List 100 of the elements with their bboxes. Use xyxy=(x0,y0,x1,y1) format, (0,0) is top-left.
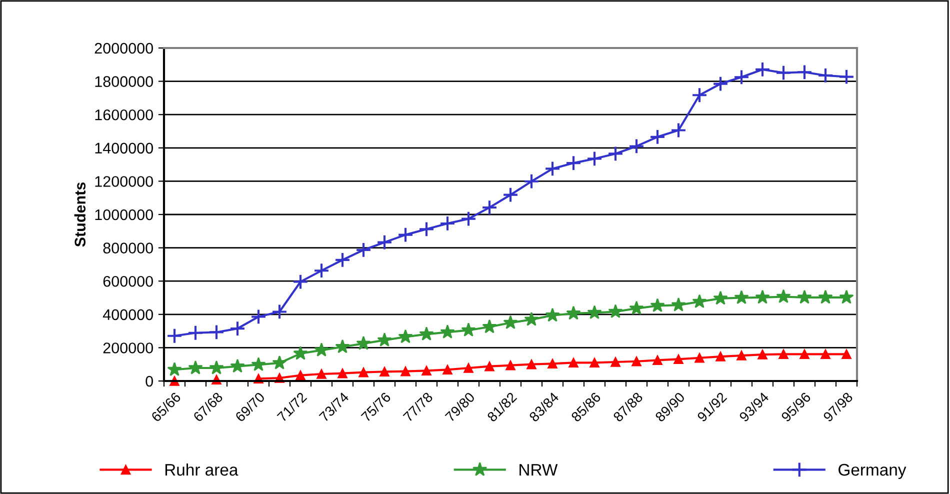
point xyxy=(758,350,768,360)
point xyxy=(544,160,560,177)
point xyxy=(671,297,686,312)
point xyxy=(418,221,434,238)
point xyxy=(692,294,707,308)
y-tick-label: 800000 xyxy=(103,242,153,254)
point xyxy=(692,87,708,104)
point xyxy=(440,324,455,339)
point xyxy=(713,290,728,305)
point xyxy=(338,368,348,378)
point xyxy=(440,216,456,232)
point xyxy=(608,146,624,162)
point xyxy=(398,329,413,344)
point xyxy=(272,355,287,370)
point xyxy=(251,357,266,371)
point xyxy=(524,312,539,326)
point xyxy=(712,76,728,92)
point xyxy=(776,289,791,304)
point xyxy=(587,305,602,320)
point xyxy=(502,186,518,203)
point xyxy=(754,61,770,78)
y-tick-label: 1800000 xyxy=(95,76,153,87)
y-tick-label: 0 xyxy=(146,376,153,387)
point xyxy=(694,352,704,363)
y-tick-label: 1200000 xyxy=(95,176,153,187)
point xyxy=(166,328,182,344)
point xyxy=(566,155,582,172)
y-tick-label: 1000000 xyxy=(95,209,153,220)
point xyxy=(652,355,662,366)
point xyxy=(755,290,770,304)
point xyxy=(674,354,684,364)
point xyxy=(818,67,834,84)
point xyxy=(545,308,560,322)
point xyxy=(376,234,392,250)
point xyxy=(632,356,642,366)
point xyxy=(442,364,452,375)
point xyxy=(568,358,578,368)
point xyxy=(524,173,540,190)
point xyxy=(586,150,602,167)
point xyxy=(230,320,246,337)
point xyxy=(800,349,810,360)
point xyxy=(356,336,371,350)
y-tick-label: 2000000 xyxy=(94,42,153,54)
point xyxy=(400,366,410,376)
point xyxy=(292,274,308,290)
point xyxy=(734,290,749,304)
point xyxy=(377,332,392,347)
y-tick-label: 1600000 xyxy=(95,109,153,120)
point xyxy=(503,315,518,330)
point xyxy=(838,68,854,85)
point xyxy=(526,359,536,370)
point xyxy=(314,262,330,279)
point xyxy=(716,352,726,362)
point xyxy=(650,298,665,312)
point xyxy=(358,367,368,378)
point xyxy=(590,358,600,368)
point xyxy=(398,226,414,243)
point xyxy=(296,370,306,380)
point xyxy=(334,252,350,268)
point xyxy=(208,324,224,340)
point xyxy=(628,138,644,154)
y-tick-label: 400000 xyxy=(102,309,153,320)
point xyxy=(188,324,204,341)
point xyxy=(778,349,788,360)
legend-label: NRW xyxy=(520,464,558,476)
point xyxy=(316,369,326,379)
point xyxy=(796,64,812,80)
point xyxy=(356,242,372,258)
point xyxy=(566,306,581,320)
y-axis-title: Students xyxy=(74,182,86,247)
point xyxy=(736,350,746,360)
point xyxy=(629,300,644,315)
point xyxy=(670,122,686,138)
point xyxy=(460,210,476,227)
point xyxy=(188,360,203,374)
point xyxy=(820,349,830,360)
point xyxy=(818,290,833,304)
point xyxy=(650,128,666,145)
point xyxy=(797,290,812,304)
point xyxy=(734,69,750,86)
point xyxy=(419,326,434,341)
point xyxy=(314,342,329,357)
point xyxy=(209,360,224,374)
point xyxy=(380,366,390,377)
point xyxy=(422,366,432,376)
point xyxy=(548,358,558,369)
point xyxy=(293,346,308,360)
point xyxy=(335,339,350,354)
y-tick-label: 600000 xyxy=(103,276,153,287)
point xyxy=(842,349,852,360)
legend-label: Ruhr area xyxy=(165,463,238,476)
point xyxy=(482,200,498,216)
point xyxy=(610,357,620,367)
point xyxy=(167,362,182,376)
legend-label: Germany xyxy=(838,464,906,479)
point xyxy=(484,361,494,372)
point xyxy=(482,319,497,334)
point xyxy=(839,290,854,304)
point xyxy=(776,64,792,81)
y-tick-label: 200000 xyxy=(103,342,153,354)
